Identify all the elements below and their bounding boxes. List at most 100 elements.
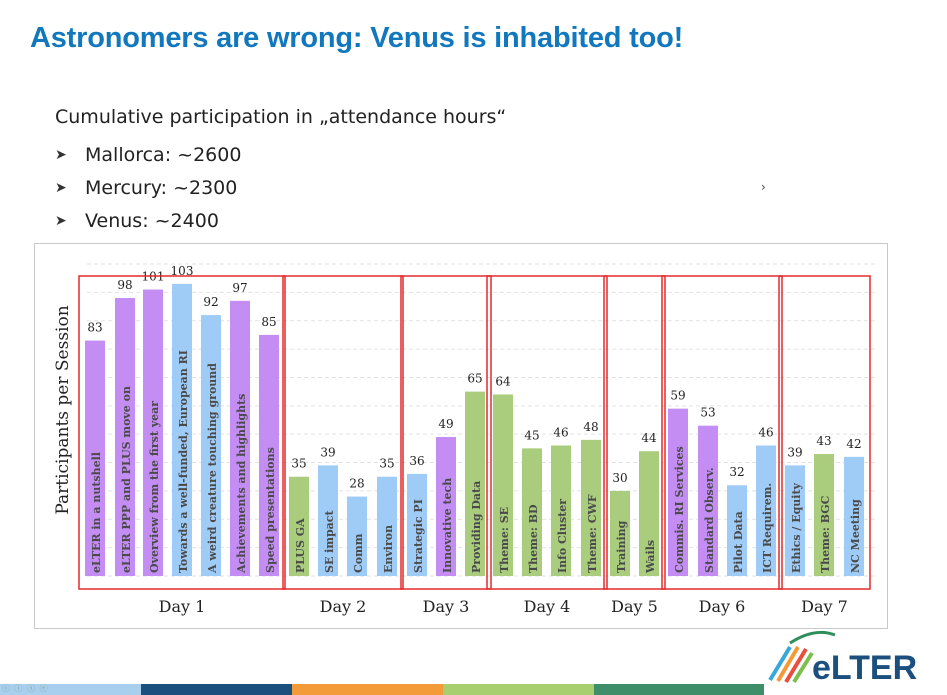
bar — [698, 425, 718, 576]
bar-value-label: 35 — [379, 457, 394, 471]
bar-value-label: 28 — [349, 477, 364, 491]
bar-category-label: Info Cluster — [556, 499, 569, 573]
elter-logo-mark-icon — [768, 630, 836, 684]
bar — [814, 454, 834, 576]
bar-category-label: eLTER in a nutshell — [90, 452, 103, 573]
bullet-text-mallorca: Mallorca: ~2600 — [85, 143, 242, 166]
day-group-box — [78, 275, 286, 590]
bar-category-label: Ethics / Equity — [790, 482, 803, 573]
bar — [551, 445, 571, 576]
bar-value-label: 97 — [232, 281, 247, 295]
day-group-box — [486, 275, 608, 590]
bar-category-label: PLUS GA — [294, 518, 307, 573]
day-label: Day 6 — [699, 597, 746, 616]
intro-heading: Cumulative participation in „attendance … — [55, 106, 507, 128]
bar-value-label: 98 — [117, 278, 132, 292]
footer-segment — [292, 684, 443, 695]
bar-value-label: 32 — [729, 465, 744, 479]
bar — [407, 473, 427, 576]
bar-value-label: 83 — [87, 321, 102, 335]
arrow-bullet-icon: ➤ — [55, 212, 67, 229]
bar-category-label: Strategic PI — [412, 499, 425, 573]
cc-license-badge: ⓒ ⓘ ⓢ ⓔ — [2, 684, 49, 693]
bullet-item: ➤ Venus: ~2400 — [55, 204, 506, 237]
bar-category-label: Speed presentations — [264, 447, 277, 573]
bar-value-label: 46 — [758, 426, 773, 440]
bar-category-label: Theme: BD — [527, 504, 540, 573]
bar-value-label: 39 — [320, 445, 335, 459]
bar-category-label: Innovative tech — [441, 478, 454, 573]
stray-mark: › — [761, 180, 766, 194]
bar-category-label: Theme: SE — [498, 507, 511, 573]
bar — [668, 408, 688, 576]
bar-value-label: 44 — [641, 431, 657, 445]
bar — [172, 283, 192, 576]
day-label: Day 5 — [611, 597, 658, 616]
bar-category-label: Theme: CWF — [586, 494, 599, 573]
bar — [143, 289, 163, 576]
bar — [318, 465, 338, 576]
day-group-box — [400, 275, 492, 590]
bar — [727, 485, 747, 576]
bullet-text-venus: Venus: ~2400 — [85, 209, 219, 232]
bar — [201, 315, 221, 576]
bar-value-label: 30 — [612, 471, 627, 485]
bar-value-label: 45 — [524, 428, 539, 442]
bar-value-label: 48 — [583, 420, 598, 434]
bar — [522, 448, 542, 576]
footer-segment — [141, 684, 292, 695]
bar-value-label: 65 — [467, 372, 482, 386]
bar-category-label: Environ — [382, 525, 395, 573]
bullet-text-mercury: Mercury: ~2300 — [85, 176, 238, 199]
bar — [347, 496, 367, 576]
bar-value-label: 49 — [438, 417, 453, 431]
participation-chart: Participants per Session 83 eLTER in a nut… — [53, 263, 875, 616]
bar — [844, 456, 864, 576]
bar-category-label: Towards a well-funded, European RI — [177, 350, 190, 573]
bar-value-label: 39 — [787, 445, 802, 459]
bar-value-label: 36 — [409, 454, 424, 468]
bullet-item: ➤ Mercury: ~2300 — [55, 171, 506, 204]
bar-category-label: eLTER PPP and PLUS move on — [120, 386, 133, 573]
bar-value-label: 85 — [261, 315, 276, 329]
bar — [259, 334, 279, 576]
bar-value-label: 64 — [495, 374, 511, 388]
bar-category-label: Wails — [644, 540, 657, 574]
footer-segment — [0, 684, 141, 695]
bar — [756, 445, 776, 576]
y-axis-label: Participants per Session — [53, 305, 73, 514]
bar-value-label: 42 — [846, 437, 861, 451]
chart-frame: Participants per Session 83 eLTER in a nut… — [34, 243, 888, 629]
bar-category-label: Comm — [352, 533, 365, 573]
day-label: Day 2 — [320, 597, 367, 616]
bar-value-label: 46 — [553, 426, 568, 440]
bar — [493, 394, 513, 576]
bar — [85, 340, 105, 576]
bar — [377, 476, 397, 576]
bar-value-label: 43 — [816, 434, 831, 448]
footer-stripe — [0, 684, 764, 695]
bar-category-label: ICT Requirem. — [761, 483, 774, 573]
bar-value-label: 103 — [171, 264, 194, 278]
arrow-bullet-icon: ➤ — [55, 146, 67, 163]
bar-category-label: Pilot Data — [732, 511, 745, 573]
day-group-box — [603, 275, 666, 590]
bar — [289, 476, 309, 576]
bar-category-label: A weird creature touching ground — [206, 363, 219, 574]
day-group-box — [661, 275, 783, 590]
slide-title: Astronomers are wrong: Venus is inhabite… — [30, 22, 684, 54]
day-label: Day 3 — [423, 597, 470, 616]
bar — [639, 451, 659, 576]
bar — [115, 298, 135, 576]
bar — [785, 465, 805, 576]
day-group-box — [778, 275, 871, 590]
bar-category-label: Overview from the first year — [148, 401, 161, 573]
bar-category-label: Providing Data — [470, 481, 483, 573]
elter-logo-text: eLTER — [812, 649, 917, 687]
bar-category-label: Training — [615, 520, 628, 573]
bar-category-label: Standard Observ. — [703, 467, 716, 573]
elter-logo: eLTER — [768, 630, 917, 687]
arrow-bullet-icon: ➤ — [55, 179, 67, 196]
bar-value-label: 53 — [700, 406, 715, 420]
bar-category-label: Commis. RI Services — [673, 446, 686, 573]
